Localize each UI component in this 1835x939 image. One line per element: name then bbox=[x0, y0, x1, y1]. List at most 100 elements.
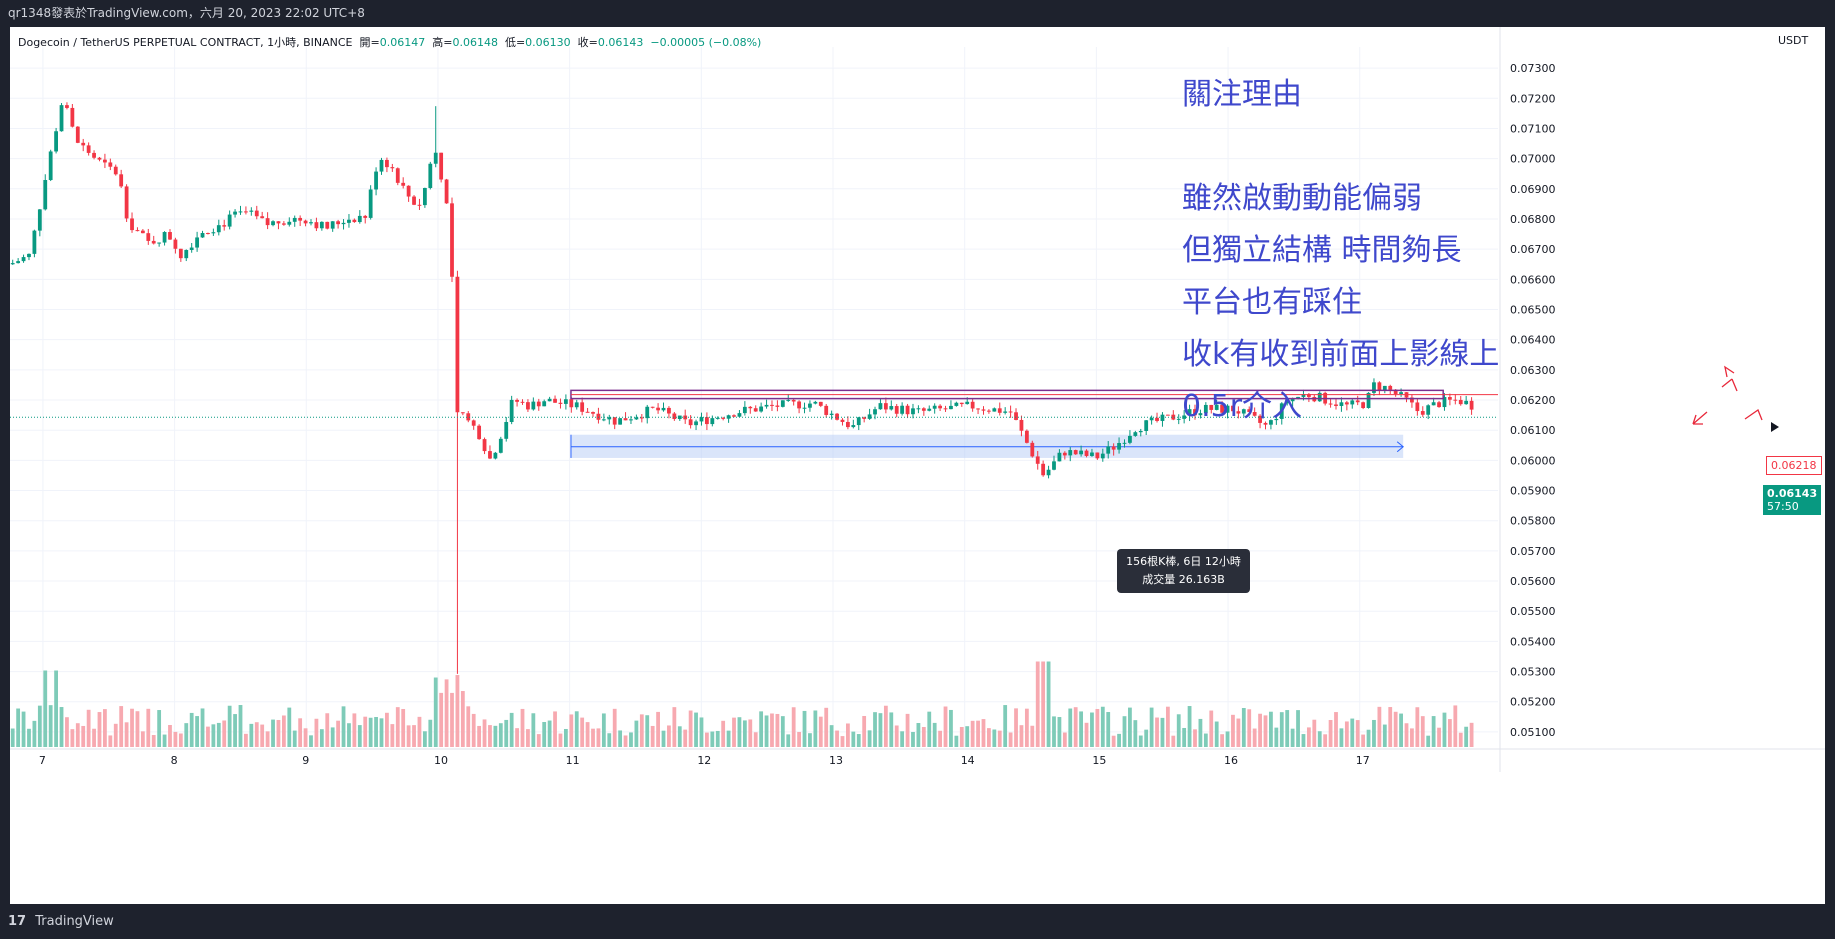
last-price-tag: 0.06143 57:50 bbox=[1763, 485, 1822, 515]
volume-bar bbox=[1274, 727, 1279, 747]
volume-bar bbox=[1133, 720, 1138, 747]
volume-bar bbox=[309, 735, 313, 747]
candle-body bbox=[667, 407, 671, 414]
candle-body bbox=[1274, 418, 1279, 421]
volume-bar bbox=[1041, 661, 1046, 747]
candle-body bbox=[1128, 435, 1132, 443]
candle-body bbox=[1279, 403, 1284, 419]
volume-bar bbox=[32, 720, 37, 747]
volume-bar bbox=[1209, 710, 1214, 747]
tooltip-volume: 成交量 26.163B bbox=[1142, 573, 1225, 586]
candle-body bbox=[818, 401, 823, 406]
volume-bar bbox=[1301, 734, 1306, 747]
volume-bar bbox=[422, 731, 427, 747]
candle-body bbox=[276, 221, 281, 224]
volume-bar bbox=[244, 733, 248, 747]
volume-bar bbox=[1035, 661, 1040, 747]
volume-bar bbox=[412, 725, 416, 747]
volume-bar bbox=[1404, 723, 1409, 747]
volume-bar bbox=[818, 716, 823, 747]
candle-body bbox=[1355, 400, 1360, 403]
chart-canvas[interactable]: 0.07300 0.07200 0.07100 0.07000 0.06900 0.068… bbox=[10, 27, 1825, 904]
volume-bar bbox=[368, 717, 373, 747]
volume-bar bbox=[1361, 734, 1366, 747]
volume-bar bbox=[124, 722, 129, 747]
volume-bar bbox=[1090, 712, 1094, 747]
volume-bar bbox=[1176, 714, 1181, 747]
volume-bar bbox=[1420, 716, 1425, 747]
candle-body bbox=[753, 408, 758, 412]
volume-bar bbox=[921, 726, 926, 747]
y-tick-label: 0.06100 bbox=[1510, 424, 1556, 437]
candle-body bbox=[1041, 463, 1046, 476]
x-tick-label: 12 bbox=[697, 754, 711, 767]
candle-body bbox=[1241, 409, 1246, 414]
volume-bar bbox=[428, 719, 433, 747]
candle-body bbox=[86, 145, 91, 153]
candle-body bbox=[227, 214, 232, 227]
volume-bar bbox=[265, 731, 270, 747]
candle-body bbox=[1052, 461, 1056, 470]
volume-bar bbox=[672, 707, 677, 747]
volume-bar bbox=[86, 709, 91, 747]
candle-body bbox=[54, 131, 58, 152]
candle-body bbox=[721, 417, 726, 419]
y-tick-label: 0.06300 bbox=[1510, 364, 1556, 377]
candle-body bbox=[1415, 402, 1420, 412]
candle-body bbox=[1214, 404, 1219, 410]
volume-bar bbox=[688, 710, 693, 747]
volume-bar bbox=[851, 731, 856, 747]
candle-body bbox=[455, 276, 460, 413]
candle-body bbox=[1149, 417, 1154, 421]
candle-body bbox=[130, 218, 134, 231]
volume-bar bbox=[298, 718, 303, 747]
volume-bar bbox=[1410, 728, 1414, 747]
candle-body bbox=[574, 402, 579, 408]
candle-body bbox=[504, 421, 509, 439]
candle-body bbox=[287, 221, 292, 225]
candle-body bbox=[347, 219, 351, 223]
candle-body bbox=[932, 405, 937, 409]
volume-bar bbox=[1415, 707, 1420, 747]
chart-pane[interactable]: 0.07300 0.07200 0.07100 0.07000 0.06900 0.068… bbox=[10, 27, 1825, 904]
candle-body bbox=[997, 408, 1002, 413]
volume-bar bbox=[1355, 720, 1360, 747]
volume-bar bbox=[97, 712, 102, 747]
y-tick-label: 0.07200 bbox=[1510, 92, 1556, 105]
candle-body bbox=[515, 399, 519, 402]
volume-bar bbox=[748, 719, 753, 747]
volume-bar bbox=[439, 692, 444, 747]
candle-body bbox=[65, 105, 69, 108]
volume-bar bbox=[146, 708, 151, 747]
volume-bar bbox=[569, 714, 574, 747]
candle-body bbox=[1252, 412, 1257, 416]
candle-body bbox=[1447, 397, 1452, 400]
y-tick-label: 0.06000 bbox=[1510, 454, 1556, 467]
volume-bar bbox=[585, 722, 590, 747]
candle-body bbox=[108, 162, 113, 167]
volume-bar bbox=[450, 692, 454, 747]
volume-bar bbox=[48, 705, 53, 747]
volume-bar bbox=[526, 729, 530, 747]
volume-bar bbox=[1393, 711, 1398, 747]
volume-bar bbox=[1214, 721, 1219, 747]
volume-bar bbox=[477, 725, 482, 747]
annotation-title: 關注理由 bbox=[1182, 77, 1302, 112]
volume-bar bbox=[840, 736, 845, 747]
volume-bar bbox=[802, 710, 807, 747]
volume-bar bbox=[151, 735, 156, 747]
volume-bar bbox=[1165, 706, 1170, 747]
candle-body bbox=[1334, 404, 1338, 406]
candle-body bbox=[1035, 456, 1040, 464]
candle-body bbox=[802, 407, 807, 409]
candle-body bbox=[1296, 396, 1300, 399]
candle-body bbox=[1209, 404, 1214, 410]
y-tick-label: 0.07300 bbox=[1510, 62, 1556, 75]
volume-bar bbox=[867, 730, 872, 747]
candle-body bbox=[1176, 418, 1181, 420]
volume-bar bbox=[498, 723, 503, 747]
volume-bar bbox=[873, 712, 877, 747]
volume-bar bbox=[1323, 734, 1328, 747]
candle-body bbox=[1117, 443, 1121, 450]
candle-body bbox=[401, 182, 406, 186]
